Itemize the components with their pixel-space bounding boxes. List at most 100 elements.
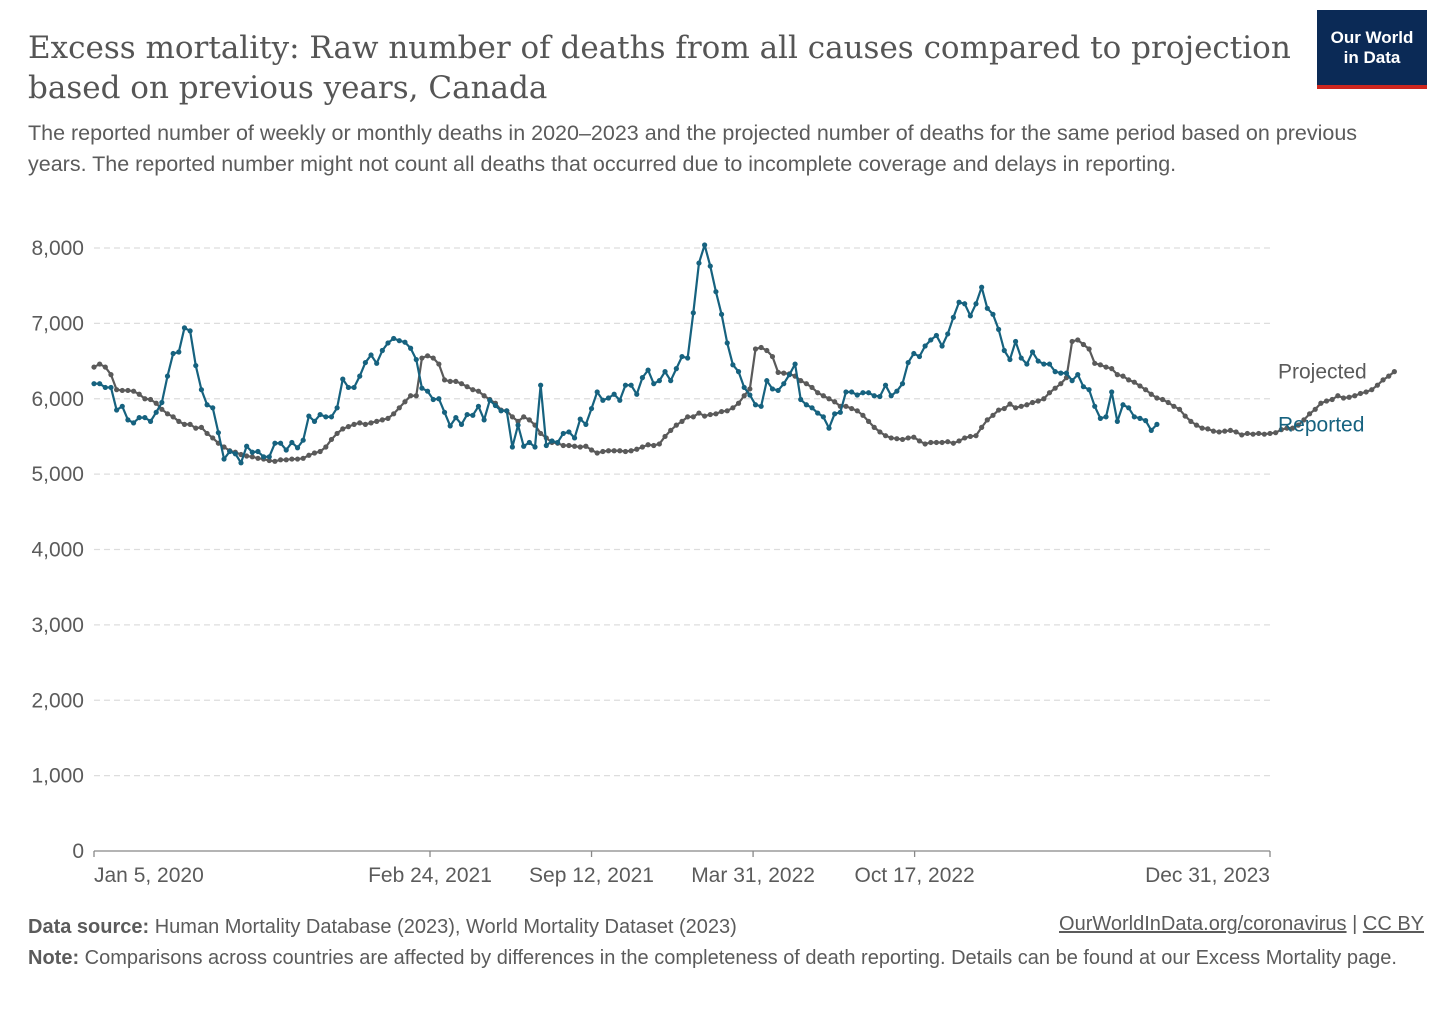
owid-logo[interactable]: Our World in Data bbox=[1317, 10, 1427, 89]
reported-data-point bbox=[996, 326, 1002, 332]
y-tick-label: 0 bbox=[72, 840, 84, 863]
projected-data-point bbox=[1126, 377, 1132, 383]
projected-data-point bbox=[617, 448, 623, 454]
reported-data-point bbox=[323, 414, 329, 420]
y-tick-label: 4,000 bbox=[31, 539, 84, 562]
projected-data-point bbox=[933, 439, 940, 446]
reported-data-point bbox=[651, 381, 657, 387]
projected-data-point bbox=[894, 436, 900, 442]
reported-data-point bbox=[662, 369, 668, 375]
y-tick-label: 7,000 bbox=[31, 312, 84, 335]
projected-data-point bbox=[1352, 393, 1358, 399]
reported-data-point bbox=[453, 414, 459, 421]
coronavirus-link[interactable]: OurWorldInData.org/coronavirus bbox=[1059, 913, 1347, 935]
projected-data-point bbox=[1239, 432, 1245, 438]
projected-data-point bbox=[1069, 338, 1075, 345]
reported-data-point bbox=[277, 440, 284, 446]
reported-data-point bbox=[1080, 384, 1087, 390]
reported-data-point bbox=[334, 405, 340, 411]
projected-data-point bbox=[899, 436, 906, 443]
reported-data-point bbox=[430, 396, 436, 403]
projected-data-point bbox=[1323, 398, 1330, 404]
projected-data-point bbox=[1046, 390, 1053, 396]
reported-data-point bbox=[634, 391, 640, 397]
reported-data-point bbox=[204, 402, 210, 408]
projected-data-point bbox=[634, 446, 640, 452]
projected-data-point bbox=[1075, 337, 1081, 343]
chart-title: Excess mortality: Raw number of deaths f… bbox=[28, 30, 1291, 106]
projected-data-point bbox=[588, 447, 595, 453]
reported-data-point bbox=[718, 311, 725, 317]
reported-legend-label: Reported bbox=[1278, 413, 1364, 436]
projected-data-point bbox=[1329, 396, 1335, 403]
reported-data-point bbox=[832, 411, 838, 417]
reported-data-point bbox=[928, 337, 934, 343]
projected-data-point bbox=[990, 412, 996, 418]
projected-data-point bbox=[1312, 406, 1318, 412]
projected-data-point bbox=[447, 378, 453, 385]
projected-data-point bbox=[1306, 411, 1313, 417]
projected-data-point bbox=[1086, 346, 1092, 352]
projected-data-point bbox=[1290, 425, 1296, 431]
reported-data-point bbox=[1126, 405, 1132, 411]
x-tick-label: Mar 31, 2022 bbox=[691, 864, 815, 887]
note: Note: Comparisons across countries are a… bbox=[28, 944, 1428, 973]
reported-data-point bbox=[741, 384, 747, 391]
projected-data-point bbox=[860, 412, 866, 418]
projected-data-point bbox=[1335, 393, 1341, 399]
projected-data-point bbox=[594, 450, 600, 456]
projected-data-point bbox=[566, 442, 572, 449]
projected-data-point bbox=[571, 443, 578, 449]
reported-data-point bbox=[176, 349, 182, 355]
projected-data-point bbox=[1018, 403, 1024, 409]
reported-data-point bbox=[769, 386, 776, 392]
reported-data-point bbox=[368, 352, 374, 358]
reported-data-point bbox=[555, 439, 561, 446]
reported-data-point bbox=[605, 395, 612, 401]
projected-data-point bbox=[1058, 381, 1064, 387]
projected-data-point bbox=[611, 448, 617, 454]
x-tick-label: Jan 5, 2020 bbox=[94, 864, 204, 887]
reported-data-point bbox=[724, 340, 730, 346]
reported-data-point bbox=[849, 389, 855, 395]
y-tick-label: 5,000 bbox=[31, 463, 84, 486]
projected-data-point bbox=[424, 353, 431, 359]
reported-data-point bbox=[306, 413, 312, 419]
projected-data-point bbox=[775, 369, 781, 375]
reported-data-point bbox=[227, 448, 233, 455]
reported-data-point bbox=[238, 460, 244, 466]
chart-subtitle: The reported number of weekly or monthly… bbox=[28, 121, 1358, 176]
reported-data-point bbox=[1018, 355, 1024, 361]
y-tick-label: 1,000 bbox=[31, 765, 84, 788]
reported-data-point bbox=[826, 425, 832, 431]
reported-data-point bbox=[261, 454, 267, 460]
reported-data-point bbox=[685, 355, 691, 361]
projected-data-point bbox=[871, 424, 877, 430]
data-source-label: Data source: bbox=[28, 916, 150, 938]
projected-data-point bbox=[622, 448, 629, 455]
reported-data-point bbox=[374, 360, 380, 366]
reported-data-point bbox=[487, 397, 493, 403]
projected-legend-label: Projected bbox=[1278, 361, 1367, 384]
projected-data-point bbox=[651, 442, 657, 449]
projected-data-point bbox=[1346, 394, 1352, 400]
projected-data-point bbox=[656, 441, 662, 447]
projected-data-point bbox=[1148, 391, 1154, 397]
reported-data-point bbox=[950, 314, 956, 320]
reported-data-point bbox=[125, 417, 131, 423]
projected-data-point bbox=[1273, 430, 1279, 436]
reported-data-point bbox=[1041, 361, 1047, 367]
reported-data-point bbox=[481, 417, 487, 423]
reported-data-point bbox=[639, 375, 646, 381]
reported-data-point bbox=[752, 402, 759, 408]
reported-data-point bbox=[1029, 349, 1036, 355]
projected-data-point bbox=[323, 444, 329, 450]
projected-data-point bbox=[345, 424, 352, 430]
license-link[interactable]: CC BY bbox=[1362, 913, 1424, 935]
projected-data-point bbox=[702, 413, 708, 419]
projected-data-point bbox=[283, 457, 289, 463]
x-tick-label: Oct 17, 2022 bbox=[854, 864, 974, 887]
projected-data-point bbox=[413, 393, 419, 399]
projected-data-point bbox=[956, 438, 962, 444]
reported-data-point bbox=[97, 381, 103, 387]
